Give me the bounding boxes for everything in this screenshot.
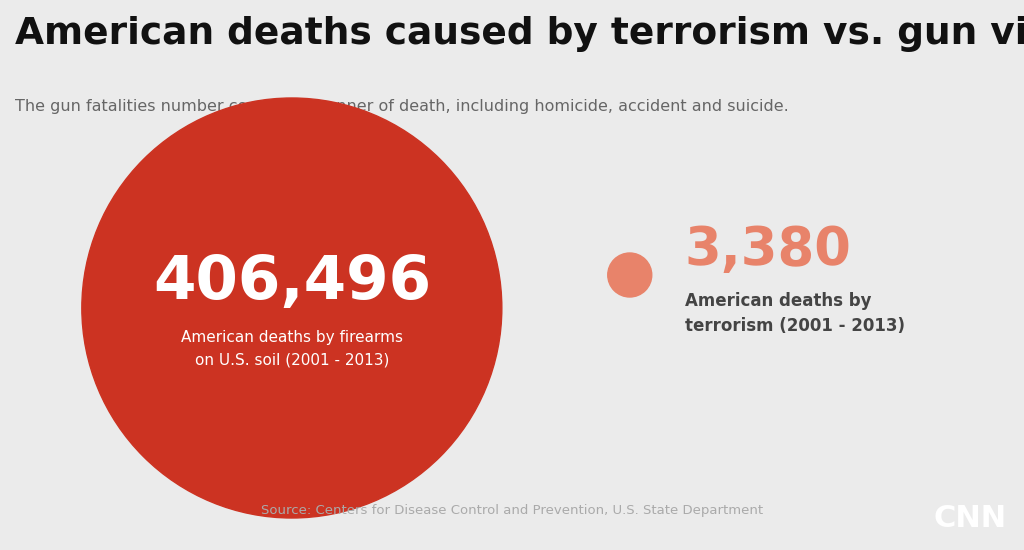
Circle shape bbox=[608, 253, 651, 297]
Text: American deaths by
terrorism (2001 - 2013): American deaths by terrorism (2001 - 201… bbox=[685, 292, 905, 335]
Text: American deaths by firearms
on U.S. soil (2001 - 2013): American deaths by firearms on U.S. soil… bbox=[181, 330, 402, 367]
Circle shape bbox=[82, 98, 502, 518]
Text: 406,496: 406,496 bbox=[153, 254, 431, 312]
Text: Source: Centers for Disease Control and Prevention, U.S. State Department: Source: Centers for Disease Control and … bbox=[261, 504, 763, 517]
Text: The gun fatalities number covers all manner of death, including homicide, accide: The gun fatalities number covers all man… bbox=[15, 99, 790, 114]
Text: CNN: CNN bbox=[934, 504, 1007, 533]
Text: American deaths caused by terrorism vs. gun violence: American deaths caused by terrorism vs. … bbox=[15, 16, 1024, 52]
Text: 3,380: 3,380 bbox=[685, 224, 852, 276]
